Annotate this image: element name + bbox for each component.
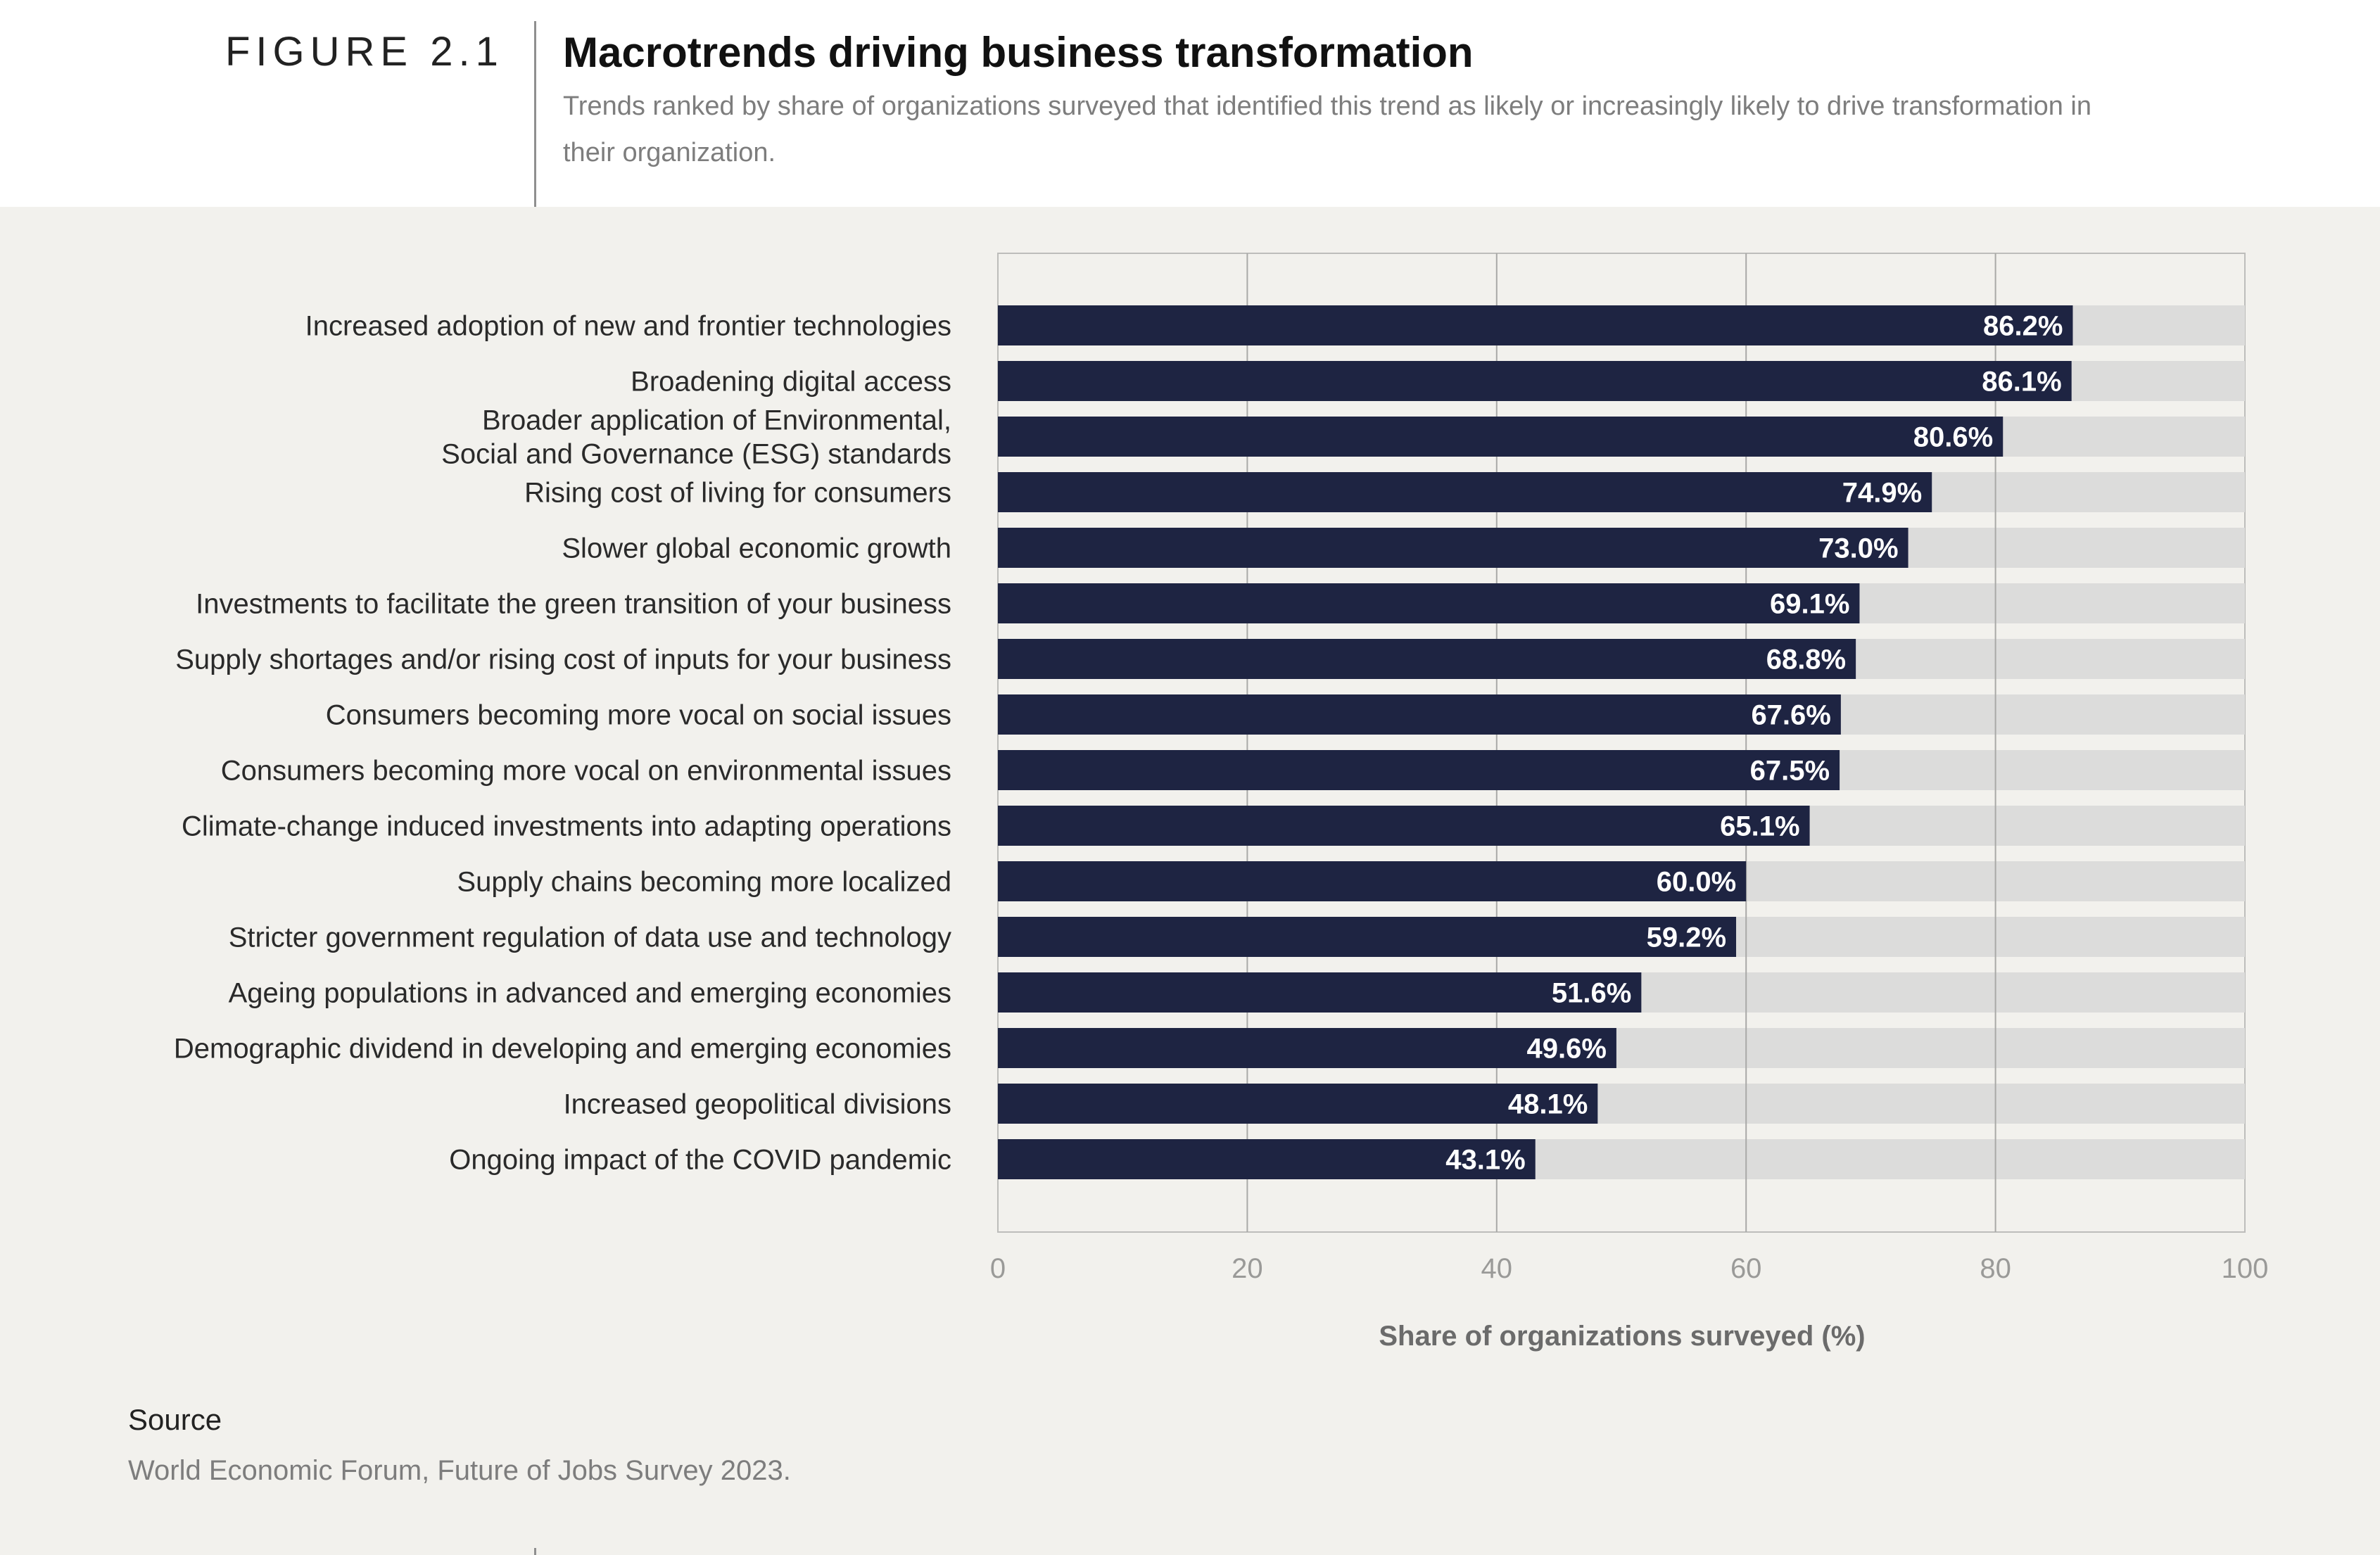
bar (998, 917, 1737, 957)
figure-header: FIGURE 2.1 Macrotrends driving business … (0, 0, 2380, 207)
category-label: Increased adoption of new and frontier t… (305, 311, 951, 342)
category-label: Slower global economic growth (562, 533, 951, 564)
bar-value-label: 51.6% (1552, 978, 1631, 1009)
source-heading: Source (128, 1403, 222, 1436)
category-label: Rising cost of living for consumers (524, 478, 951, 509)
bar (998, 1084, 1598, 1124)
x-tick-label: 40 (1481, 1253, 1513, 1284)
bar-value-label: 86.1% (1982, 367, 2061, 398)
bar (998, 861, 1747, 901)
bar (998, 1139, 1536, 1179)
bar (998, 472, 1932, 512)
bar (998, 305, 2073, 345)
bar (998, 1028, 1616, 1068)
header-divider (534, 21, 536, 207)
category-label: Supply shortages and/or rising cost of i… (175, 645, 951, 675)
category-label: Investments to facilitate the green tran… (196, 589, 951, 620)
bar-value-label: 74.9% (1842, 478, 1922, 509)
bar (998, 528, 1909, 568)
category-label: Consumers becoming more vocal on social … (326, 700, 951, 731)
bar-chart: 86.2% Increased adoption of new and front… (174, 253, 2269, 1352)
x-tick-label: 20 (1232, 1253, 1263, 1284)
category-label: Stricter government regulation of data u… (229, 922, 951, 953)
chart-title: Macrotrends driving business transformat… (563, 29, 1474, 76)
bar (998, 639, 1856, 679)
bar-value-label: 80.6% (1913, 422, 1993, 453)
chart-panel: 86.2% Increased adoption of new and front… (0, 207, 2380, 1555)
category-label: Climate-change induced investments into … (182, 811, 951, 842)
bar (998, 750, 1840, 790)
category-label: Consumers becoming more vocal on environ… (221, 756, 951, 787)
x-tick-label: 100 (2222, 1253, 2269, 1284)
bar (998, 806, 1810, 846)
bar (998, 583, 1860, 623)
bar-value-label: 67.6% (1751, 700, 1830, 731)
bar-value-label: 73.0% (1818, 533, 1898, 564)
category-label: Ageing populations in advanced and emerg… (229, 978, 951, 1009)
chart-subtitle: Trends ranked by share of organizations … (563, 91, 2091, 167)
bar (998, 361, 2072, 401)
bar-value-label: 65.1% (1720, 811, 1799, 842)
category-label: Increased geopolitical divisions (564, 1089, 951, 1120)
x-tick-label: 60 (1730, 1253, 1762, 1284)
bar-value-label: 69.1% (1770, 589, 1849, 620)
category-label: Broader application of Environmental, Soc… (441, 405, 951, 470)
bar-value-label: 68.8% (1766, 645, 1846, 675)
bar-value-label: 49.6% (1526, 1034, 1606, 1065)
x-tick-label: 80 (1980, 1253, 2011, 1284)
source-text: World Economic Forum, Future of Jobs Sur… (128, 1455, 791, 1486)
x-tick-label: 0 (990, 1253, 1006, 1284)
bar-value-label: 67.5% (1750, 756, 1830, 787)
category-label: Supply chains becoming more localized (457, 867, 951, 898)
figure-label: FIGURE 2.1 (225, 29, 504, 75)
x-axis-label: Share of organizations surveyed (%) (1379, 1321, 1865, 1352)
plot-frame (997, 253, 2246, 1233)
category-label: Ongoing impact of the COVID pandemic (449, 1145, 951, 1176)
bar-value-label: 86.2% (1983, 311, 2063, 342)
category-label: Demographic dividend in developing and e… (174, 1034, 951, 1065)
bar (998, 417, 2004, 457)
category-label: Broadening digital access (631, 367, 951, 398)
footer-divider (534, 1548, 536, 1555)
bar-value-label: 59.2% (1647, 922, 1726, 953)
bar (998, 694, 1841, 735)
bar (998, 972, 1642, 1013)
bar-value-label: 43.1% (1445, 1145, 1525, 1176)
bar-value-label: 48.1% (1508, 1089, 1588, 1120)
bar-value-label: 60.0% (1657, 867, 1736, 898)
